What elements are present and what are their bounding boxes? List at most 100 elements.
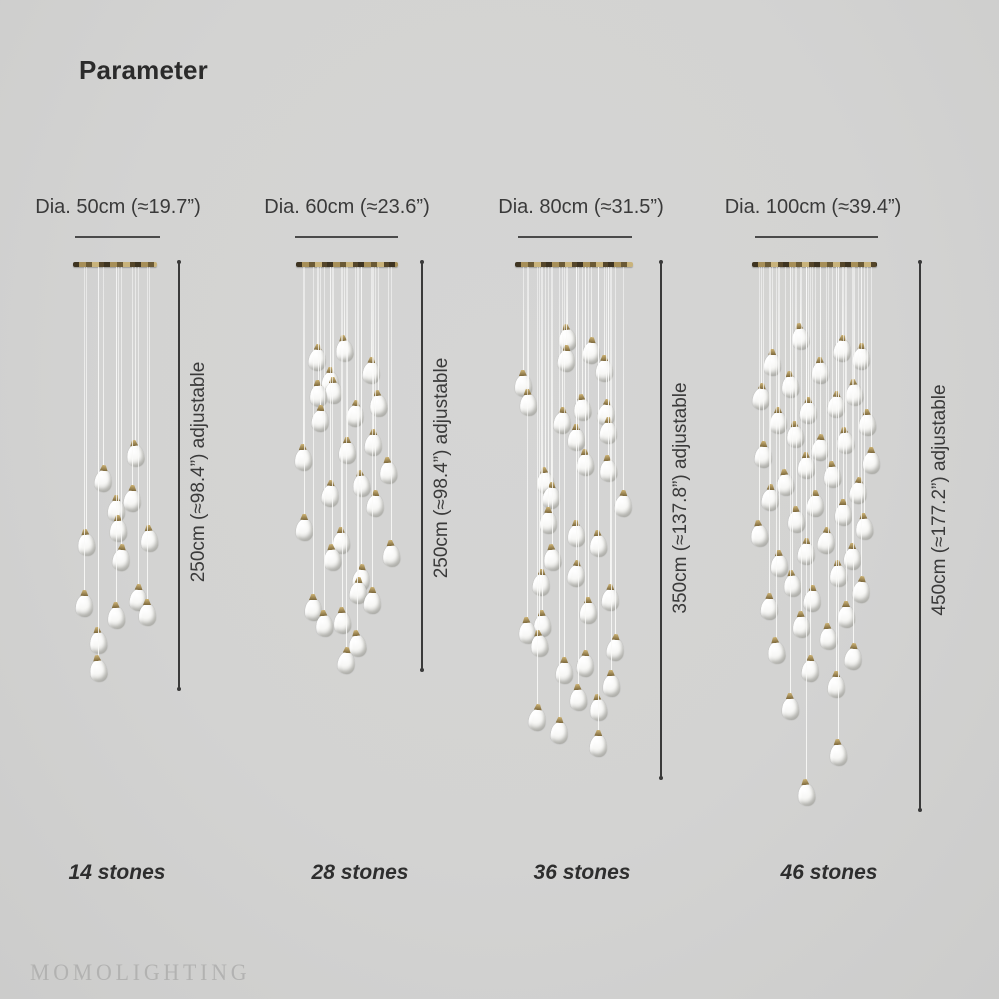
hanging-wire xyxy=(606,267,607,401)
hanging-wire xyxy=(86,267,87,531)
hanging-wire xyxy=(591,267,592,339)
crystal-stone xyxy=(832,334,852,363)
brass-cap xyxy=(855,477,864,484)
hanging-wire xyxy=(604,267,605,357)
hanging-wire xyxy=(391,267,392,542)
crystal-gem xyxy=(751,387,771,411)
brass-cap xyxy=(839,499,847,505)
hanging-wire xyxy=(795,267,796,423)
stones-count-label: 46 stones xyxy=(780,861,878,884)
dimension-end-dot xyxy=(918,808,922,812)
dimension-end-dot xyxy=(420,668,424,672)
hanging-wire xyxy=(552,267,553,546)
crystal-stone xyxy=(806,490,825,518)
hanging-wire xyxy=(623,267,624,492)
crystal-stone xyxy=(138,599,156,626)
crystal-stone xyxy=(792,611,811,639)
hanging-wire xyxy=(103,267,104,467)
hanging-wire xyxy=(121,267,122,546)
hanging-wire xyxy=(585,267,586,652)
hanging-wire xyxy=(598,267,599,732)
hanging-wire xyxy=(820,267,821,436)
hanging-wire xyxy=(373,267,374,431)
hanging-wire xyxy=(564,267,565,659)
stones-count-label: 36 stones xyxy=(533,861,631,884)
brass-cap xyxy=(765,593,773,599)
hanging-wire xyxy=(357,267,358,632)
hanging-wire xyxy=(852,267,853,545)
crystal-gem xyxy=(829,743,848,767)
hanging-wire xyxy=(320,267,321,407)
hanging-wire xyxy=(346,267,347,649)
crystal-gem xyxy=(816,531,836,555)
hanging-wire xyxy=(846,267,847,603)
brass-cap xyxy=(584,597,592,603)
crystal-gem xyxy=(579,602,597,624)
brass-cap xyxy=(832,671,840,677)
crystal-gem xyxy=(843,647,863,671)
hanging-wire xyxy=(541,267,542,571)
hanging-wire xyxy=(843,267,844,501)
diameter-label: Dia. 100cm (≈39.4”) xyxy=(724,196,902,218)
hanging-wire xyxy=(858,267,859,479)
hanging-wire xyxy=(790,267,791,695)
hanging-wire xyxy=(845,267,846,429)
hanging-wire xyxy=(864,267,865,515)
crystal-stone xyxy=(304,594,322,621)
hanging-wire xyxy=(333,267,334,379)
crystal-gem xyxy=(138,604,156,626)
brass-cap xyxy=(759,441,767,447)
crystal-stone xyxy=(816,526,836,555)
brass-cap xyxy=(774,407,782,413)
brass-cap xyxy=(343,437,351,443)
height-label: 450cm (≈177.2”) adjustable xyxy=(929,384,950,616)
brass-cap xyxy=(767,484,775,491)
brass-cap xyxy=(823,527,831,534)
brass-cap xyxy=(754,520,763,527)
hanging-wire xyxy=(810,267,811,657)
hanging-wire xyxy=(769,267,770,595)
crystal-gem xyxy=(827,675,845,699)
hanging-wire xyxy=(792,267,793,572)
hanging-wire xyxy=(135,267,136,442)
crystal-gem xyxy=(800,659,819,683)
diameter-underline xyxy=(295,236,398,238)
hanging-wire xyxy=(828,267,829,625)
crystal-stone xyxy=(769,407,787,434)
brass-cap xyxy=(780,469,788,476)
hanging-wire xyxy=(867,267,868,411)
hanging-wire xyxy=(355,267,356,402)
hanging-wire xyxy=(778,267,779,409)
crystal-stone xyxy=(579,597,597,624)
height-dimension-line xyxy=(420,260,424,672)
hanging-wire xyxy=(98,267,99,657)
hanging-wire xyxy=(317,267,318,346)
brass-cap xyxy=(817,434,825,441)
hanging-wire xyxy=(371,267,372,359)
crystal-stone xyxy=(766,636,787,665)
hanging-wire xyxy=(785,267,786,471)
hanging-wire xyxy=(318,267,319,382)
hanging-wire xyxy=(303,267,304,446)
diameter-underline xyxy=(75,236,160,238)
dimension-end-dot xyxy=(918,260,922,264)
dimension-end-dot xyxy=(659,776,663,780)
hanging-wire xyxy=(812,267,813,587)
brass-cap xyxy=(823,623,831,630)
crystal-gem xyxy=(854,517,874,541)
height-dimension-line xyxy=(177,260,181,691)
dimension-end-dot xyxy=(177,260,181,264)
hanging-wire xyxy=(545,267,546,469)
hanging-wire xyxy=(808,267,809,399)
hanging-wire xyxy=(761,267,762,385)
hanging-wire xyxy=(836,267,837,673)
hanging-wire xyxy=(776,267,777,639)
hanging-wire xyxy=(772,267,773,351)
page-title: Parameter xyxy=(79,55,208,85)
crystal-gem xyxy=(766,641,786,665)
diameter-underline xyxy=(518,236,632,238)
hanging-wire xyxy=(801,267,802,613)
hanging-wire xyxy=(576,267,577,562)
hanging-wire xyxy=(853,267,854,645)
